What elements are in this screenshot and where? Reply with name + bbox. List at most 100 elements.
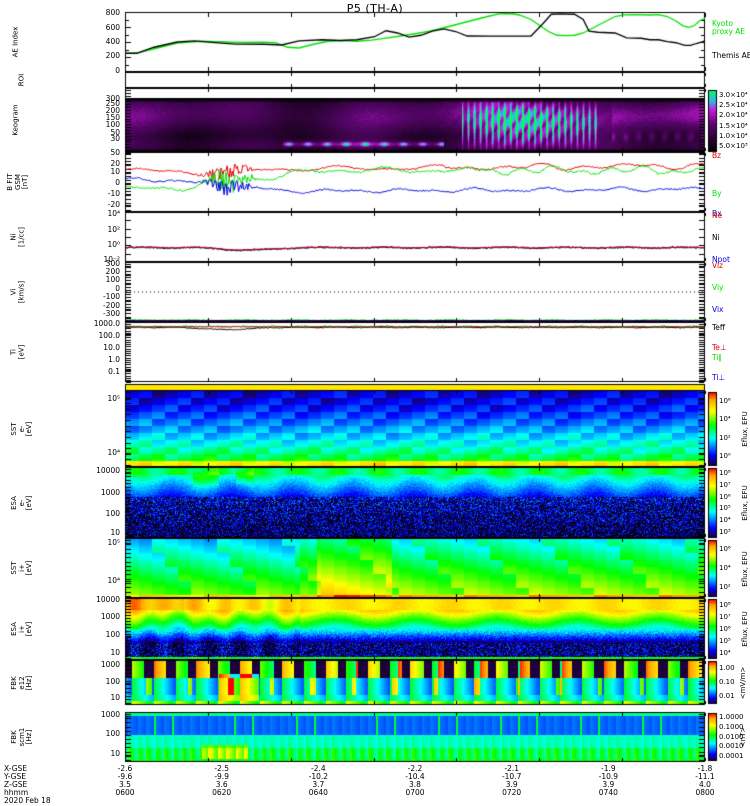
x-axis-value-0-0: -2.6 xyxy=(117,764,133,773)
y-tick-ti-3: 1.0 xyxy=(108,354,120,364)
y-tick-keogram-1: 250 xyxy=(105,99,120,109)
legend-bfit-0: Bz xyxy=(712,151,722,160)
y-tick-ae-3: 200 xyxy=(105,51,120,61)
y-axis-label-sst_i: SST i+ [eV] xyxy=(9,560,33,576)
y-tick-vi-4: -100 xyxy=(102,292,120,302)
legend-vi-1: Viy xyxy=(712,283,724,292)
colorbar-tick-esa_e-3: 10⁵ xyxy=(719,504,731,513)
x-axis-value-1-3: -10.4 xyxy=(405,772,425,781)
x-axis-value-2-1: 3.6 xyxy=(215,780,228,789)
legend-ni-2: Npot xyxy=(712,255,730,264)
colorbar-tick-sst_i-0: 10⁶ xyxy=(719,545,731,553)
legend-ae-1: proxy AE xyxy=(712,27,746,36)
colorbar-tick-sst_i-2: 10² xyxy=(719,583,731,591)
y-tick-ae-2: 400 xyxy=(105,37,120,46)
x-axis-value-2-0: 3.5 xyxy=(119,780,131,789)
y-tick-bfit-1: 20 xyxy=(110,159,120,168)
colorbar-tick-keogram-3: 1.5×10⁴ xyxy=(719,121,748,130)
colorbar-tick-esa_e-5: 10³ xyxy=(719,527,731,536)
y-axis-label-sst_e: SST e- [eV] xyxy=(9,421,33,436)
y-tick-sst_i-1: 10⁴ xyxy=(107,576,120,586)
colorbar-tick-fbk_e-0: 1.00 xyxy=(719,663,735,672)
x-axis-value-0-3: -2.2 xyxy=(407,764,423,773)
colorbar-tick-keogram-4: 1.0×10⁴ xyxy=(719,132,748,140)
x-axis-value-0-1: -2.5 xyxy=(214,764,229,773)
y-tick-vi-5: -200 xyxy=(102,300,120,310)
y-tick-esa_e-3: 10 xyxy=(110,528,120,538)
y-tick-ni-3: 10⁻² xyxy=(103,254,120,264)
x-axis-value-0-5: -1.9 xyxy=(601,764,616,773)
colorbar-unit-sst_e: Eflux, EFU xyxy=(741,411,749,447)
x-axis-value-3-6: 0800 xyxy=(695,788,715,797)
colorbar-tick-esa_e-1: 10⁷ xyxy=(719,481,731,489)
y-tick-keogram-3: 150 xyxy=(105,113,120,123)
x-axis-value-3-4: 0720 xyxy=(502,788,522,797)
colorbar-tick-sst_i-1: 10⁴ xyxy=(719,564,731,572)
y-tick-sst_e-1: 10⁴ xyxy=(107,448,120,458)
x-axis-row-name-1: Y-GSE xyxy=(4,772,26,781)
y-tick-fbk_e-2: 10 xyxy=(110,692,120,702)
colorbar-tick-keogram-2: 2.0×10⁴ xyxy=(719,111,748,120)
y-axis-label-ae: AE Index xyxy=(11,26,20,58)
y-tick-bfit-0: 50 xyxy=(110,148,120,158)
y-tick-bfit-3: 0 xyxy=(115,178,120,188)
x-axis-value-0-4: -2.1 xyxy=(504,764,519,773)
colorbar-unit-fbk_b: <nT> xyxy=(739,726,747,748)
y-tick-bfit-5: -20 xyxy=(107,199,120,209)
y-tick-keogram-0: 300 xyxy=(105,94,120,104)
x-axis-value-3-0: 0600 xyxy=(115,788,135,797)
colorbar-tick-sst_e-1: 10⁴ xyxy=(719,415,731,424)
colorbar-tick-fbk_b-0: 1.0000 xyxy=(719,713,744,722)
colorbar-tick-esa_i-4: 10⁴ xyxy=(719,648,731,657)
y-tick-ae-4: 0 xyxy=(115,65,120,75)
y-tick-vi-2: 100 xyxy=(105,275,120,284)
x-axis-value-0-2: -2.4 xyxy=(311,764,326,773)
y-tick-esa_e-0: 10000 xyxy=(96,465,120,475)
x-axis-value-2-5: 3.9 xyxy=(602,780,615,789)
legend-ti-1: Ti∥ xyxy=(712,353,723,362)
colorbar-tick-esa_e-0: 10⁸ xyxy=(719,469,731,478)
y-tick-bfit-4: -10 xyxy=(107,189,120,198)
x-axis-value-1-5: -10.9 xyxy=(598,772,619,781)
colorbar-tick-fbk_b-4: 0.0001 xyxy=(719,751,744,760)
legend-ti-2: Ti⊥ xyxy=(712,373,725,382)
x-axis-value-1-0: -9.6 xyxy=(117,772,133,781)
x-axis-value-2-3: 3.8 xyxy=(409,780,421,789)
colorbar-tick-fbk_e-1: 0.10 xyxy=(719,678,735,686)
y-tick-sst_e-0: 10⁵ xyxy=(107,394,120,404)
x-axis-row-name-3: hhmm xyxy=(4,788,29,797)
colorbar-tick-keogram-1: 2.5×10⁴ xyxy=(719,101,748,109)
y-tick-fbk_e-1: 100 xyxy=(105,676,120,686)
colorbar-tick-esa_i-0: 10⁸ xyxy=(719,600,731,609)
y-axis-label-fbk_e: FBK e12 [Hz] xyxy=(9,675,33,690)
y-tick-ti-4: 0.1 xyxy=(108,366,120,376)
x-axis-value-2-2: 3.7 xyxy=(312,780,325,789)
y-tick-esa_i-1: 1000 xyxy=(100,612,120,622)
y-axis-label-esa_e: ESA e- [eV] xyxy=(9,495,33,510)
y-tick-ae-0: 800 xyxy=(105,8,120,18)
colorbar-tick-sst_e-0: 10⁶ xyxy=(719,396,731,405)
legend-bfit-2: Bx xyxy=(712,209,722,218)
colorbar-tick-esa_e-2: 10⁶ xyxy=(719,492,731,501)
y-axis-label-fbk_b: FBK scm1 [Hz] xyxy=(9,727,33,747)
x-axis-row-name-2: Z-GSE xyxy=(4,780,28,789)
legend-ni-1: Ni xyxy=(712,233,720,242)
colorbar-tick-sst_e-3: 10⁰ xyxy=(719,452,731,461)
colorbar-tick-fbk_b-2: 0.0100 xyxy=(719,732,744,741)
colorbar-tick-fbk_b-3: 0.0010 xyxy=(719,742,744,751)
colorbar-tick-keogram-0: 3.0×10⁴ xyxy=(719,90,748,99)
y-tick-keogram-2: 200 xyxy=(105,106,120,116)
x-axis-value-1-2: -10.2 xyxy=(308,772,329,781)
y-axis-label-ni: Ni [1/cc] xyxy=(9,227,26,247)
y-tick-ni-0: 10⁴ xyxy=(107,209,120,218)
y-axis-label-keogram: Keogram xyxy=(11,104,20,136)
y-tick-ni-1: 10² xyxy=(107,224,120,234)
y-tick-keogram-4: 100 xyxy=(105,120,120,130)
colorbar-unit-esa_e: Eflux, EFU xyxy=(741,485,749,521)
x-axis-value-3-2: 0640 xyxy=(308,788,328,797)
y-tick-esa_i-3: 10 xyxy=(110,647,120,657)
y-axis-label-esa_i: ESA i+ [eV] xyxy=(9,621,33,637)
legend-vi-0: Viz xyxy=(712,261,723,270)
x-axis-value-1-1: -9.9 xyxy=(214,772,229,781)
